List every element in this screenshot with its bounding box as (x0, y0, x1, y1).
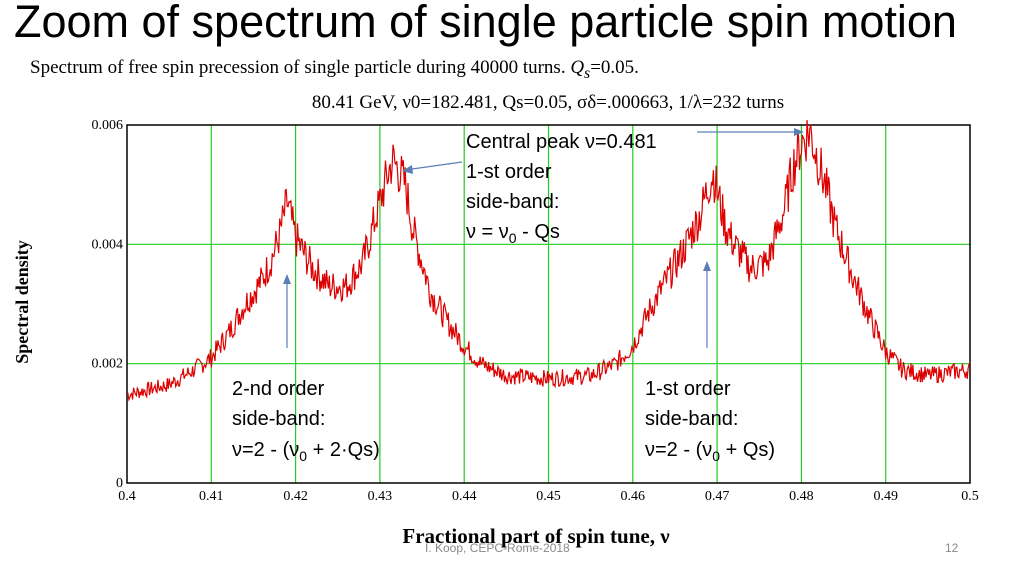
annotation-central-formula-end: - Qs (517, 221, 560, 243)
annotation-central-line1: Central peak ν=0.481 (466, 131, 657, 153)
annotation-central-line3: side-band: (466, 191, 559, 213)
annotation-second-order-formula-end: + 2·Qs) (307, 439, 380, 461)
x-tick-label: 0.44 (452, 489, 477, 504)
slide-subtitle: Spectrum of free spin precession of sing… (30, 57, 639, 83)
annotation-first-order-subscript: 0 (712, 448, 720, 464)
x-tick-label: 0.47 (705, 489, 730, 504)
footer-credit: I. Koop, CEPC-Rome-2018 (425, 541, 570, 555)
plot-frame (126, 124, 971, 484)
y-tick-label: 0.006 (92, 118, 124, 133)
x-tick-label: 0.43 (368, 489, 393, 504)
x-tick-label: 0.41 (199, 489, 224, 504)
x-tick-label: 0.45 (536, 489, 561, 504)
page-number: 12 (945, 541, 959, 555)
annotation-second-order-line1: 2-nd order (232, 378, 325, 400)
annotation-second-order-line3: ν=2 - (ν0 + 2·Qs) (232, 439, 380, 464)
arrowhead-central (794, 128, 804, 136)
annotation-first-order-formula-end: + Qs) (720, 439, 775, 461)
annotation-second-order-subscript: 0 (299, 448, 307, 464)
annotation-central-formula: ν = ν (466, 221, 509, 243)
subtitle-symbol: Q (570, 57, 585, 78)
x-tick-label: 0.4 (118, 489, 136, 504)
x-tick-label: 0.46 (621, 489, 646, 504)
y-axis-label: Spectral density (12, 240, 32, 364)
slide-title: Zoom of spectrum of single particle spin… (14, 0, 957, 47)
annotation-first-order-formula: ν=2 - (ν (645, 439, 712, 461)
arrow-first-order-peak (404, 161, 463, 171)
x-tick-label: 0.48 (789, 489, 814, 504)
spectrum-line (126, 120, 971, 402)
x-tick-label: 0.42 (283, 489, 308, 504)
x-tick-label: 0.49 (873, 489, 898, 504)
annotation-first-order-line1: 1-st order (645, 378, 731, 400)
y-tick-label: 0.004 (92, 237, 124, 252)
annotation-central-line2: 1-st order (466, 161, 552, 183)
annotation-first-order-line2: side-band: (645, 408, 738, 430)
annotation-central-line4: ν = ν0 - Qs (466, 221, 560, 246)
annotation-second-order-line2: side-band: (232, 408, 325, 430)
subtitle-text: Spectrum of free spin precession of sing… (30, 57, 566, 78)
subtitle-subscript: s (584, 64, 591, 82)
chart-title: 80.41 GeV, ν0=182.481, Qs=0.05, σδ=.0006… (312, 92, 784, 113)
y-tick-label: 0 (116, 476, 123, 491)
y-tick-label: 0.002 (92, 357, 124, 372)
subtitle-suffix: =0.05. (590, 57, 639, 78)
annotation-first-order-line3: ν=2 - (ν0 + Qs) (645, 439, 775, 464)
annotation-central-subscript: 0 (509, 230, 517, 246)
annotation-second-order-formula: ν=2 - (ν (232, 439, 299, 461)
arrowhead-second-order (283, 274, 291, 284)
x-axis-label: Fractional part of spin tune, ν (402, 524, 670, 548)
x-tick-label: 0.5 (961, 489, 979, 504)
arrowhead-first-order-right (703, 261, 711, 271)
arrowhead-first-order (402, 165, 413, 174)
